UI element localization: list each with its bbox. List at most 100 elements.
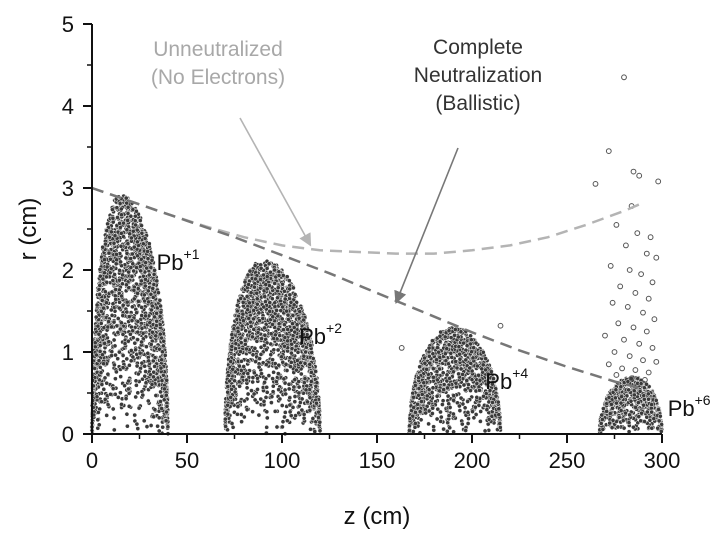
particle: [124, 282, 129, 288]
particle: [96, 358, 102, 364]
particle: [225, 384, 231, 389]
particle: [127, 231, 133, 237]
particle: [238, 335, 244, 341]
bunch-layer: [89, 193, 665, 437]
particle: [476, 372, 481, 378]
particle: [471, 415, 477, 421]
particle: [286, 278, 292, 284]
particle: [118, 243, 124, 249]
particle: [92, 366, 98, 371]
particle: [128, 358, 134, 364]
particle: [463, 357, 469, 363]
particle: [292, 292, 298, 297]
particle: [151, 414, 157, 420]
particle: [228, 395, 234, 400]
particle: [97, 273, 103, 279]
particle: [471, 345, 477, 351]
particle: [458, 366, 464, 372]
particle: [264, 362, 269, 367]
particle: [449, 355, 455, 360]
particle: [254, 301, 260, 307]
particle: [97, 267, 103, 272]
particle: [493, 393, 499, 399]
particle: [438, 414, 444, 420]
particle: [235, 303, 240, 308]
particle: [132, 340, 138, 346]
particle: [245, 391, 251, 397]
particle: [313, 390, 319, 396]
particle: [95, 323, 101, 329]
particle: [142, 373, 148, 379]
particle: [292, 377, 298, 383]
particle: [134, 227, 140, 233]
particle: [124, 356, 130, 362]
particle: [109, 289, 115, 295]
particle: [486, 416, 492, 422]
particle: [235, 329, 241, 335]
particle: [112, 272, 117, 277]
particle: [135, 291, 140, 296]
particle: [316, 409, 321, 415]
particle: [436, 349, 442, 355]
particle: [266, 261, 272, 267]
particle: [143, 313, 148, 319]
particle: [111, 240, 117, 246]
particle: [223, 416, 228, 422]
particle: [225, 402, 231, 408]
particle: [256, 364, 262, 370]
particle: [225, 389, 231, 395]
particle: [113, 376, 118, 382]
particle: [250, 379, 256, 385]
particle: [124, 251, 130, 256]
particle: [459, 421, 465, 427]
particle: [443, 351, 448, 357]
particle: [252, 397, 258, 403]
particle: [430, 351, 436, 357]
particle: [288, 299, 294, 305]
particle: [133, 394, 139, 400]
particle: [447, 405, 453, 410]
particle: [114, 205, 120, 211]
particle: [112, 362, 117, 368]
particle: [451, 393, 457, 398]
particle: [308, 379, 314, 384]
particle: [412, 424, 418, 430]
particle: [301, 353, 307, 359]
particle: [236, 379, 242, 385]
particle: [282, 414, 287, 420]
particle: [458, 395, 464, 401]
particle: [158, 303, 163, 309]
particle: [123, 195, 129, 201]
particle: [292, 394, 298, 399]
particle: [118, 206, 124, 212]
particle: [144, 344, 149, 350]
particle: [438, 329, 444, 335]
particle: [301, 412, 307, 417]
particle: [228, 359, 234, 364]
particle: [464, 343, 470, 349]
particle: [313, 369, 318, 374]
particle: [264, 409, 270, 415]
particle: [142, 283, 148, 289]
particle: [481, 393, 486, 399]
particle: [456, 371, 461, 377]
particle: [287, 286, 293, 292]
particle: [264, 415, 270, 421]
particle: [317, 419, 323, 425]
particle: [463, 428, 469, 433]
particle: [129, 273, 135, 279]
particle: [121, 220, 126, 226]
particle: [277, 396, 283, 402]
particle: [264, 286, 270, 292]
particle: [270, 376, 275, 381]
particle: [280, 304, 285, 310]
particle: [280, 424, 285, 430]
particle: [279, 403, 285, 408]
particle: [258, 265, 264, 271]
particle: [124, 227, 130, 233]
particle: [145, 256, 151, 262]
particle: [444, 372, 450, 378]
particle: [100, 333, 106, 339]
particle: [242, 279, 248, 285]
particle: [134, 310, 139, 316]
